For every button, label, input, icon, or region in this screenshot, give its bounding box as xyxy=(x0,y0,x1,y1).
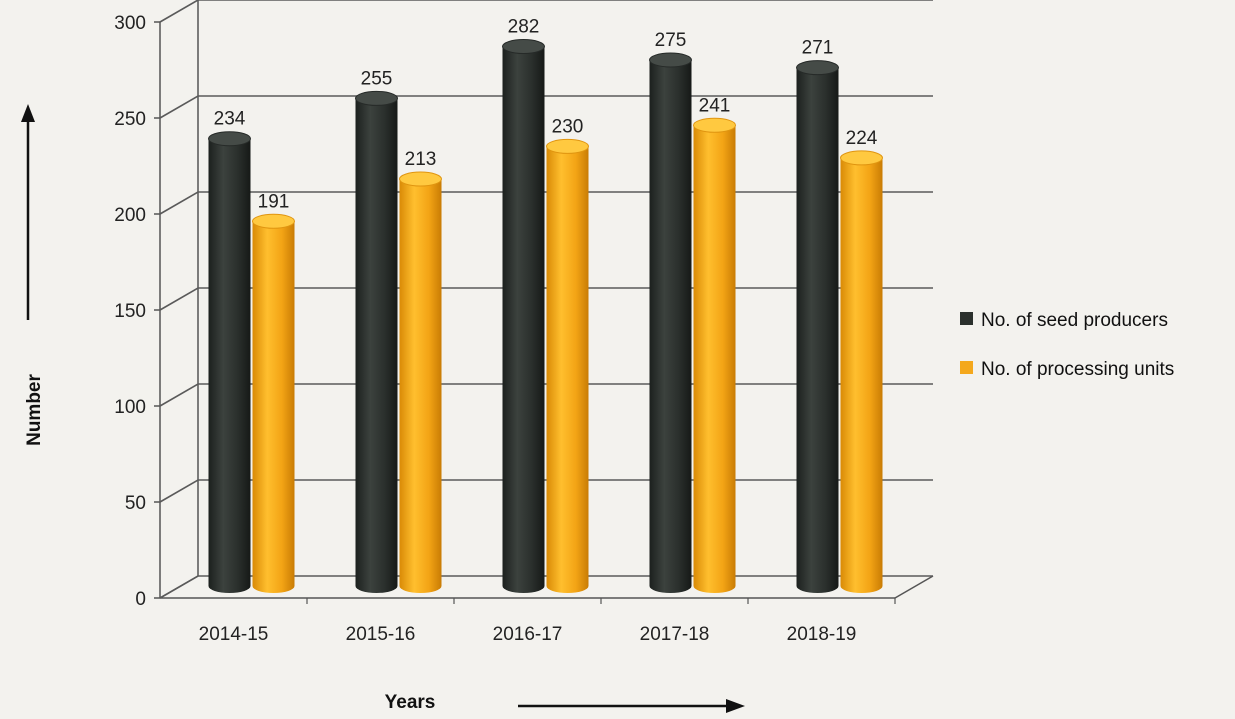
data-label: 224 xyxy=(846,128,878,149)
x-axis-title-group: Years xyxy=(385,692,745,713)
up-arrow-icon xyxy=(21,104,35,122)
bar-seed-producers xyxy=(502,39,545,594)
x-tick-label: 2015-16 xyxy=(346,624,416,645)
legend-label-seed-producers: No. of seed producers xyxy=(981,310,1168,331)
legend: No. of seed producers No. of processing … xyxy=(960,310,1174,380)
x-tick-label: 2014-15 xyxy=(199,624,269,645)
bar-body xyxy=(399,179,442,594)
bar-top xyxy=(546,138,589,154)
y-tick-label: 0 xyxy=(135,589,146,610)
y-tick-label: 100 xyxy=(114,397,146,418)
data-label: 241 xyxy=(699,95,731,116)
bar-top xyxy=(693,117,736,133)
bar-body xyxy=(693,125,736,593)
y-tick-label: 200 xyxy=(114,205,146,226)
data-label: 282 xyxy=(508,17,540,38)
bar-body xyxy=(502,46,545,594)
y-tick-label: 50 xyxy=(125,493,146,514)
bar-body xyxy=(546,146,589,593)
bar-processing-units xyxy=(693,117,736,593)
right-arrow-icon xyxy=(726,699,745,713)
floor-right-edge xyxy=(894,575,934,599)
data-label: 191 xyxy=(258,191,290,212)
bar-body xyxy=(208,138,251,593)
bar-body xyxy=(252,221,295,593)
legend-label-processing-units: No. of processing units xyxy=(981,359,1174,380)
x-tick-label: 2016-17 xyxy=(493,624,563,645)
data-label: 275 xyxy=(655,30,687,51)
bar-top xyxy=(399,171,442,187)
data-label: 255 xyxy=(361,68,393,89)
legend-swatch-seed-producers xyxy=(960,312,973,325)
x-axis-ticks: 2014-15 2015-16 2016-17 2017-18 2018-19 xyxy=(199,598,896,645)
x-tick-label: 2018-19 xyxy=(787,624,857,645)
bar-processing-units xyxy=(252,213,295,593)
bars xyxy=(208,39,883,594)
data-label: 271 xyxy=(802,38,834,59)
bar-top xyxy=(252,213,295,229)
data-label: 230 xyxy=(552,116,584,137)
bar-body xyxy=(649,60,692,593)
y-tick-label: 300 xyxy=(114,13,146,34)
bar-top xyxy=(649,52,692,68)
y-tick-label: 250 xyxy=(114,109,146,130)
bar-body xyxy=(355,98,398,594)
y-axis-ticks: 0 50 100 150 200 250 300 xyxy=(114,13,160,610)
bar-seed-producers xyxy=(649,52,692,593)
bar-processing-units xyxy=(546,138,589,593)
bar-seed-producers xyxy=(208,131,251,593)
bar-top xyxy=(796,60,839,76)
bar-top xyxy=(355,90,398,106)
data-label: 213 xyxy=(405,149,437,170)
bar-seed-producers xyxy=(796,60,839,594)
x-axis-title: Years xyxy=(385,692,436,713)
y-axis-title: Number xyxy=(24,374,45,446)
bar-top xyxy=(502,39,545,55)
y-axis-title-group: Number xyxy=(21,104,45,446)
data-label: 234 xyxy=(214,109,246,130)
x-tick-label: 2017-18 xyxy=(640,624,710,645)
data-labels: 234 191 255 213 282 230 275 241 271 224 xyxy=(214,17,878,213)
bar-top xyxy=(840,150,883,166)
bar-seed-producers xyxy=(355,90,398,594)
gridline xyxy=(159,0,933,23)
bar-top xyxy=(208,131,251,147)
bar-body xyxy=(796,67,839,594)
y-tick-label: 150 xyxy=(114,301,146,322)
legend-swatch-processing-units xyxy=(960,361,973,374)
bar-body xyxy=(840,157,883,594)
bar-processing-units xyxy=(840,150,883,594)
bar-processing-units xyxy=(399,171,442,594)
